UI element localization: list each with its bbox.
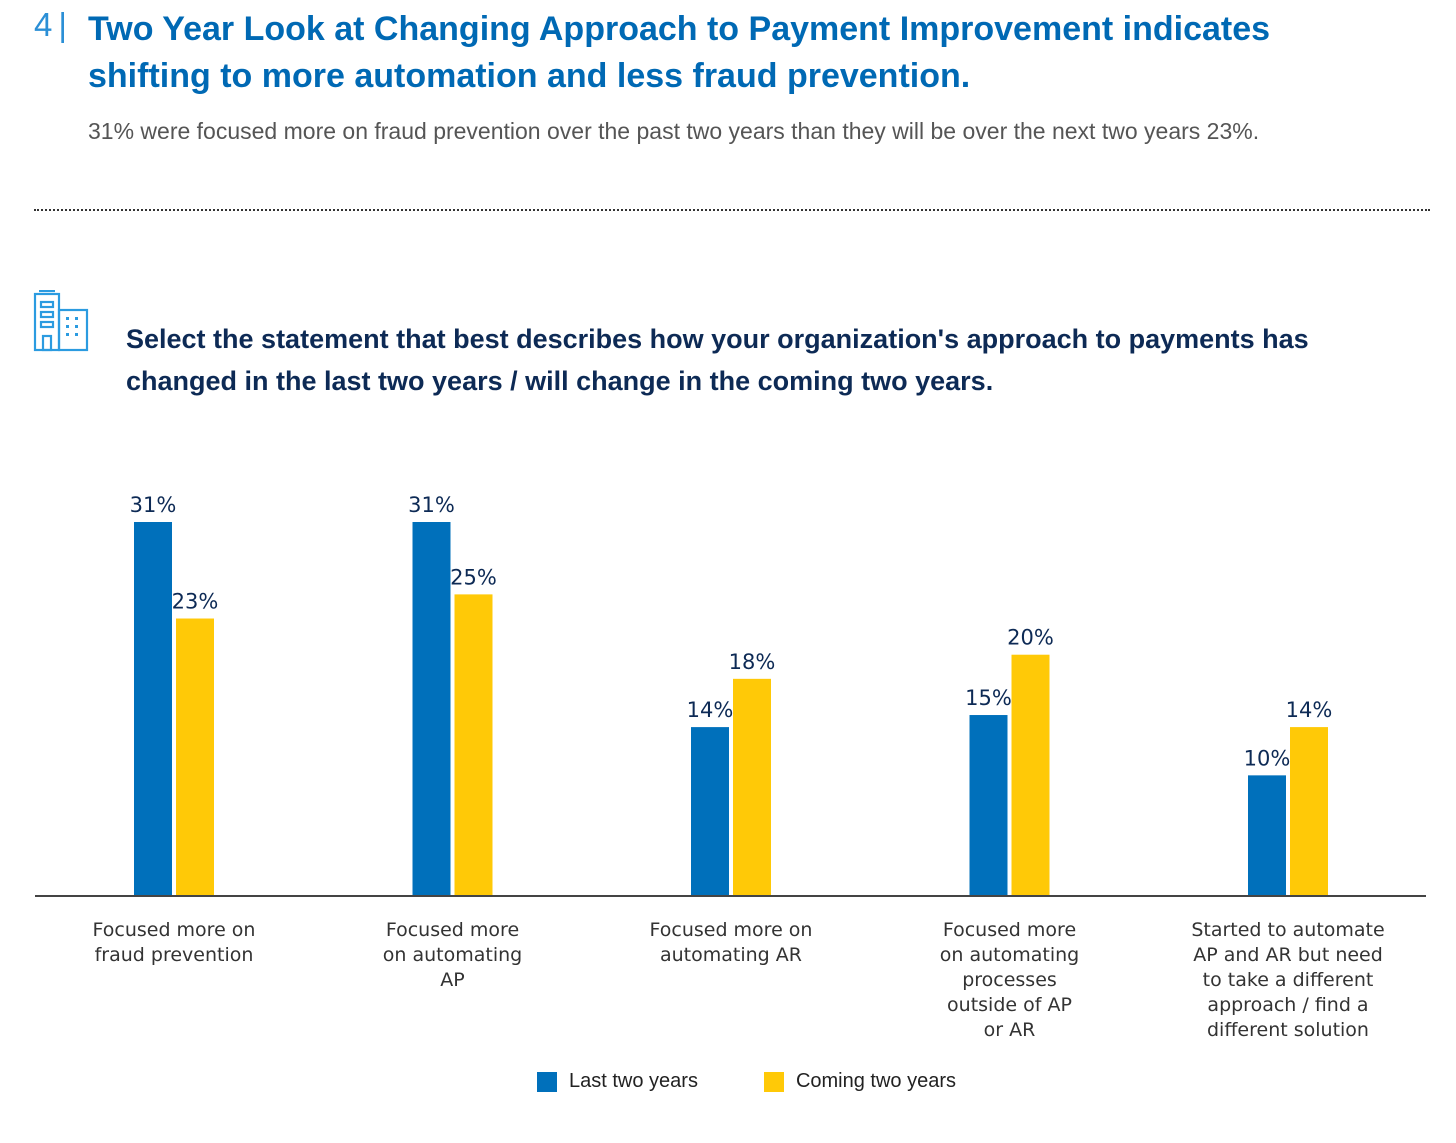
category-label-2: Focused more on automating AR xyxy=(650,919,813,966)
value-label-last-2: 14% xyxy=(687,698,734,722)
category-label-4: Started to automate AP and AR but need to … xyxy=(1191,919,1384,1041)
bar-coming-0 xyxy=(176,618,214,896)
legend-item-last-two-years: Last two years xyxy=(537,1070,698,1093)
section-number-value: 4 xyxy=(34,6,53,43)
value-label-coming-2: 18% xyxy=(729,650,776,674)
legend-label-last-two-years: Last two years xyxy=(569,1070,698,1092)
value-label-last-4: 10% xyxy=(1244,746,1291,770)
section-number: 4 | xyxy=(34,6,67,44)
bar-chart: 31% 23% 31% 25% 14% 18% 15% 20% 10% 14% Focused m… xyxy=(35,493,1426,1041)
page-subtitle: 31% were focused more on fraud preventio… xyxy=(88,118,1260,144)
category-label-3: Focused more on automating processes outsid… xyxy=(940,919,1079,1041)
bar-last-0 xyxy=(134,522,172,896)
category-label-1: Focused more on automating AP xyxy=(383,919,522,991)
bar-last-2 xyxy=(691,727,729,896)
bar-coming-2 xyxy=(733,678,771,896)
value-label-coming-3: 20% xyxy=(1007,626,1054,650)
value-label-coming-0: 23% xyxy=(172,590,219,614)
value-labels-layer: 31% 23% 31% 25% 14% 18% 15% 20% 10% 14% xyxy=(130,493,1333,770)
legend-label-coming-two-years: Coming two years xyxy=(795,1070,957,1092)
value-label-last-1: 31% xyxy=(408,493,455,517)
legend-swatch-last-two-years xyxy=(537,1071,557,1092)
page-title: Two Year Look at Changing Approach to Pa… xyxy=(88,10,1271,95)
value-label-coming-4: 14% xyxy=(1286,698,1333,722)
building-icon xyxy=(33,290,89,352)
bar-last-4 xyxy=(1248,775,1286,896)
bar-coming-1 xyxy=(454,594,493,896)
category-labels-layer: Focused more on fraud prevention Focused m… xyxy=(93,919,1385,1041)
legend-swatch-coming-two-years xyxy=(763,1071,784,1092)
section-separator: | xyxy=(58,6,67,43)
dotted-divider xyxy=(34,209,1430,211)
value-label-last-3: 15% xyxy=(965,686,1012,710)
bar-last-3 xyxy=(969,715,1008,896)
category-label-0: Focused more on fraud prevention xyxy=(93,919,256,966)
bar-coming-4 xyxy=(1290,727,1328,896)
legend-item-coming-two-years: Coming two years xyxy=(763,1070,957,1093)
bars-layer xyxy=(134,522,1328,896)
value-label-coming-1: 25% xyxy=(450,565,497,589)
value-label-last-0: 31% xyxy=(130,493,177,517)
legend: Last two years Coming two years xyxy=(537,1070,1022,1093)
survey-question: Select the statement that best describes… xyxy=(126,324,1309,396)
bar-last-1 xyxy=(412,522,451,896)
bar-coming-3 xyxy=(1011,654,1050,896)
